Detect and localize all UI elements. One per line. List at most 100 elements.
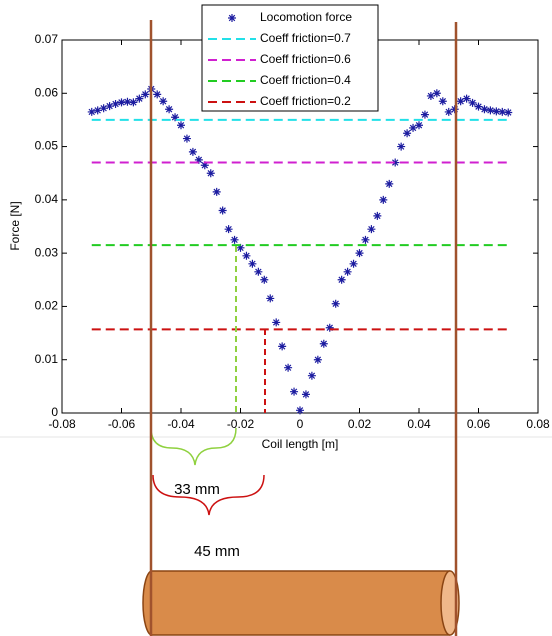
- data-point: [391, 158, 400, 167]
- data-point: [260, 275, 269, 284]
- legend-marker: [228, 14, 236, 22]
- data-point: [361, 235, 370, 244]
- x-tick-label: 0.06: [467, 417, 491, 431]
- data-point: [248, 259, 257, 268]
- data-point: [403, 129, 412, 138]
- data-point: [212, 187, 221, 196]
- data-point: [349, 259, 358, 268]
- data-point: [367, 225, 376, 234]
- data-point: [129, 98, 138, 107]
- data-point: [182, 134, 191, 143]
- data-point: [284, 363, 293, 372]
- data-point: [236, 243, 245, 252]
- marks: [61, 39, 539, 415]
- data-point: [426, 91, 435, 100]
- data-point: [93, 106, 102, 115]
- data-point: [266, 294, 275, 303]
- data-point: [141, 90, 150, 99]
- data-point: [468, 98, 477, 107]
- y-tick-label: 0.06: [35, 85, 59, 99]
- data-point: [337, 275, 346, 284]
- data-point: [313, 355, 322, 364]
- data-point: [492, 107, 501, 116]
- data-point: [480, 105, 489, 114]
- legend-label: Locomotion force: [260, 10, 352, 24]
- y-axis-label: Force [N]: [8, 201, 22, 250]
- data-point: [290, 387, 299, 396]
- x-tick-label: -0.02: [227, 417, 255, 431]
- y-tick-label: 0.05: [35, 139, 59, 153]
- data-point: [474, 102, 483, 111]
- data-point: [200, 161, 209, 170]
- x-tick-label: 0: [297, 417, 304, 431]
- data-point: [206, 169, 215, 178]
- data-point: [486, 106, 495, 115]
- data-point: [462, 94, 471, 103]
- data-point: [153, 90, 162, 99]
- y-tick-label: 0.07: [35, 32, 59, 46]
- brace: [150, 427, 237, 466]
- data-point: [444, 107, 453, 116]
- data-point: [272, 318, 281, 327]
- data-point: [301, 390, 310, 399]
- data-point: [105, 102, 114, 111]
- data-point: [171, 113, 180, 122]
- legend-box: [201, 4, 379, 112]
- y-tick-label: 0.02: [35, 299, 59, 313]
- data-point: [432, 89, 441, 98]
- data-point: [373, 211, 382, 220]
- data-point: [355, 249, 364, 258]
- coil: [142, 570, 460, 636]
- data-point: [165, 105, 174, 114]
- y-tick-label: 0: [51, 405, 58, 419]
- data-point: [159, 97, 168, 106]
- data-point: [111, 99, 120, 108]
- data-point: [123, 97, 132, 106]
- data-point: [177, 121, 185, 130]
- data-point: [397, 142, 406, 151]
- legend: Locomotion force Coeff friction=0.7 Coeff …: [201, 4, 379, 112]
- x-tick-label: -0.06: [108, 417, 136, 431]
- y-tick-label: 0.04: [35, 192, 59, 206]
- data-point: [87, 107, 96, 116]
- data-point: [409, 123, 418, 132]
- data-point: [325, 323, 334, 332]
- data-point: [319, 339, 328, 348]
- y-tick-label: 0.01: [35, 352, 59, 366]
- data-point: [254, 267, 263, 276]
- data-point: [135, 94, 144, 103]
- data-point: [420, 110, 429, 119]
- x-tick-label: 0.08: [526, 417, 550, 431]
- x-tick-label: 0.04: [407, 417, 431, 431]
- legend-label: Coeff friction=0.7: [260, 31, 351, 45]
- legend-label: Coeff friction=0.2: [260, 94, 351, 108]
- data-point: [343, 267, 352, 276]
- data-point: [194, 155, 203, 164]
- data-point: [331, 299, 340, 308]
- data-point: [218, 206, 227, 215]
- x-tick-label: -0.08: [48, 417, 76, 431]
- data-point: [188, 147, 197, 156]
- brace: [152, 474, 265, 516]
- data-point: [498, 107, 507, 116]
- data-point: [504, 108, 513, 117]
- x-tick-label: -0.04: [167, 417, 195, 431]
- data-point: [278, 342, 287, 351]
- y-tick-label: 0.03: [35, 245, 59, 259]
- data-point: [450, 105, 459, 114]
- data-point: [99, 104, 108, 113]
- data-point: [385, 179, 394, 188]
- annotation: 45 mm: [194, 543, 240, 560]
- legend-label: Coeff friction=0.4: [260, 73, 351, 87]
- data-point: [224, 225, 233, 234]
- data-point: [230, 235, 239, 244]
- legend-label: Coeff friction=0.6: [260, 52, 351, 66]
- data-point: [242, 251, 251, 260]
- data-point: [379, 195, 388, 204]
- data-point: [456, 97, 465, 106]
- data-point: [438, 97, 447, 106]
- x-tick-label: 0.02: [348, 417, 372, 431]
- coil-end: [440, 570, 460, 636]
